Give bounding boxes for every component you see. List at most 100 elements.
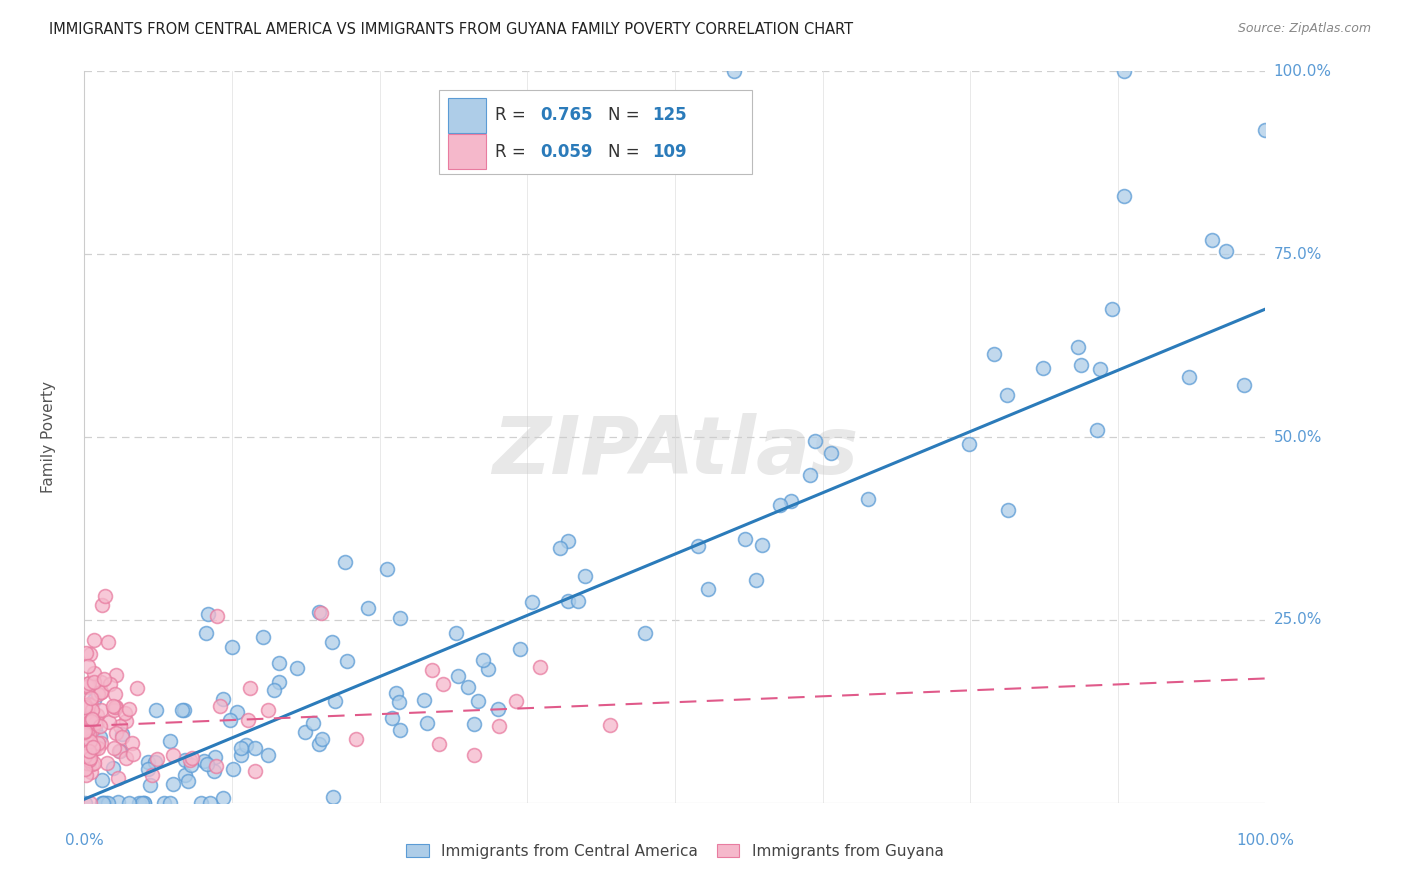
Point — [80, 712, 103, 726]
Point — [77, 675, 100, 690]
Text: ZIPAtlas: ZIPAtlas — [492, 413, 858, 491]
Point — [146, 752, 169, 766]
Point — [745, 573, 768, 587]
Point — [198, 796, 221, 810]
Point — [174, 768, 197, 782]
Point — [86, 741, 108, 756]
FancyBboxPatch shape — [449, 135, 486, 169]
Text: 109: 109 — [652, 143, 688, 161]
Point — [103, 703, 125, 717]
Point — [567, 594, 589, 608]
Point — [486, 702, 509, 716]
Point — [162, 747, 184, 762]
Point — [308, 738, 330, 752]
Point — [997, 502, 1019, 516]
Point — [245, 764, 267, 779]
Text: 125: 125 — [652, 106, 688, 124]
Point — [427, 737, 450, 751]
Point — [115, 751, 138, 765]
Point — [488, 719, 510, 733]
Point — [132, 796, 155, 810]
Point — [239, 681, 262, 695]
Point — [83, 632, 105, 647]
Point — [173, 703, 195, 717]
Point — [75, 733, 97, 747]
Point — [76, 680, 98, 694]
Point — [235, 738, 257, 752]
Point — [173, 753, 195, 767]
Point — [686, 539, 709, 553]
Point — [77, 697, 100, 711]
Point — [76, 659, 98, 673]
Point — [89, 685, 111, 699]
Point — [231, 747, 253, 762]
Point — [76, 744, 98, 758]
Point — [121, 736, 143, 750]
Point — [132, 796, 155, 810]
Point — [170, 703, 193, 717]
Point — [267, 675, 290, 690]
Point — [252, 630, 274, 644]
Point — [86, 715, 108, 730]
Point — [121, 747, 143, 761]
Point — [205, 758, 228, 772]
Point — [115, 714, 138, 729]
Point — [245, 740, 267, 755]
Point — [73, 698, 96, 712]
Point — [79, 698, 101, 713]
Point — [225, 705, 247, 719]
Point — [103, 740, 125, 755]
Point — [420, 663, 443, 677]
Point — [1070, 358, 1092, 372]
Point — [86, 687, 108, 701]
Text: 75.0%: 75.0% — [1274, 247, 1322, 261]
Point — [477, 662, 499, 676]
Point — [357, 600, 380, 615]
Point — [90, 703, 112, 717]
Point — [287, 661, 309, 675]
Point — [104, 687, 127, 701]
Point — [388, 611, 411, 625]
Point — [472, 653, 495, 667]
Point — [104, 700, 127, 714]
Point — [75, 762, 97, 776]
Point — [139, 779, 162, 793]
Point — [446, 626, 468, 640]
Point — [73, 749, 96, 764]
Point — [1032, 361, 1054, 376]
Point — [107, 771, 129, 785]
Point — [696, 582, 718, 597]
Point — [84, 721, 107, 735]
Point — [94, 589, 117, 603]
Point — [96, 756, 118, 771]
Point — [222, 762, 245, 776]
Point — [381, 711, 404, 725]
Point — [308, 605, 330, 619]
Point — [190, 796, 212, 810]
Point — [128, 796, 150, 810]
Point — [77, 753, 100, 767]
Point — [723, 64, 745, 78]
Point — [432, 676, 454, 690]
Point — [82, 740, 104, 755]
Text: 50.0%: 50.0% — [1274, 430, 1322, 444]
Point — [93, 796, 115, 810]
Point — [100, 677, 122, 691]
Point — [79, 755, 101, 769]
Point — [557, 534, 579, 549]
Point — [1254, 123, 1277, 137]
Point — [416, 716, 439, 731]
Point — [87, 736, 110, 750]
Point — [143, 755, 166, 769]
Point — [1090, 361, 1112, 376]
Point — [983, 347, 1005, 361]
Point — [302, 716, 325, 731]
Point — [76, 677, 98, 691]
Point — [94, 796, 117, 810]
Point — [180, 758, 202, 772]
Point — [125, 681, 148, 695]
Point — [179, 753, 201, 767]
Text: Source: ZipAtlas.com: Source: ZipAtlas.com — [1237, 22, 1371, 36]
Point — [76, 743, 98, 757]
Point — [1201, 233, 1223, 247]
